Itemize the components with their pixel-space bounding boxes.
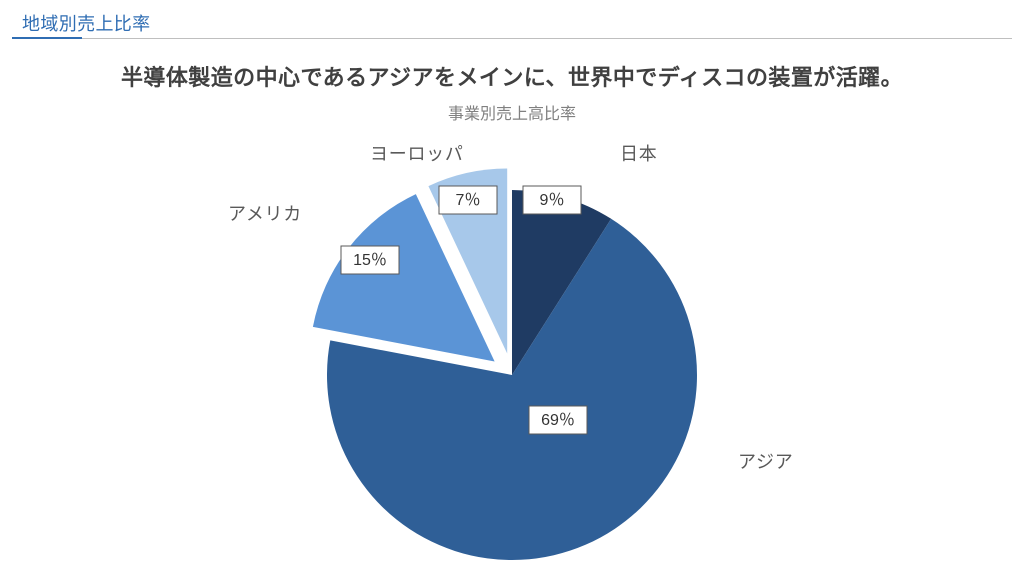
headline: 半導体製造の中心であるアジアをメインに、世界中でディスコの装置が活躍。 <box>0 60 1024 92</box>
pct-label: 7％ <box>456 192 481 209</box>
slice-label: アメリカ <box>228 204 302 224</box>
pct-label: 69％ <box>541 412 575 429</box>
section-rule <box>12 38 1012 39</box>
section-rule-accent <box>12 37 82 39</box>
section-title: 地域別売上比率 <box>22 10 151 36</box>
pct-label: 9％ <box>540 192 565 209</box>
pie-chart: 9％ 69％ 15％ 7％ 日本アジア アメリカ ヨーロッパ <box>0 120 1024 576</box>
slice-label: ヨーロッパ <box>370 144 464 164</box>
slice-label: アジア <box>738 452 793 472</box>
page: 地域別売上比率 半導体製造の中心であるアジアをメインに、世界中でディスコの装置が… <box>0 0 1024 576</box>
slice-label: 日本 <box>620 144 657 164</box>
pct-label: 15％ <box>353 252 387 269</box>
pie-chart-svg: 9％ 69％ 15％ 7％ 日本アジア アメリカ ヨーロッパ <box>0 120 1024 576</box>
